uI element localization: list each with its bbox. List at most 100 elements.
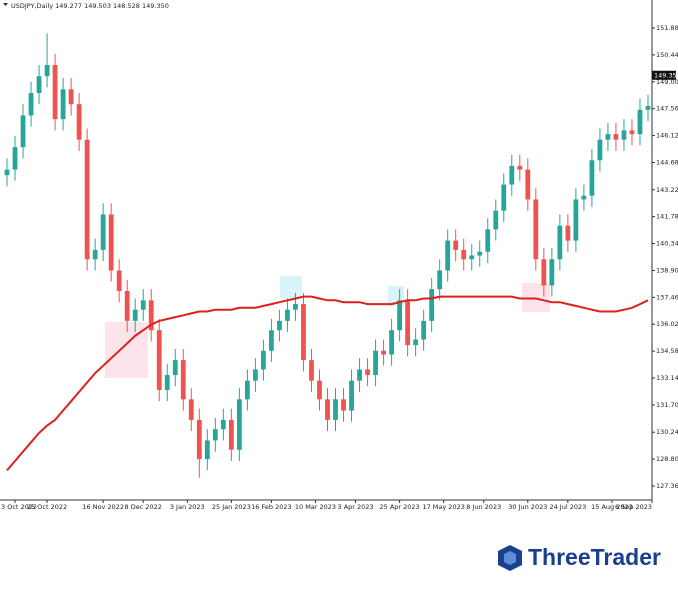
candle-body xyxy=(549,259,555,286)
candle-body xyxy=(349,380,354,411)
candle-body xyxy=(188,399,194,420)
candle-body xyxy=(36,76,42,94)
x-tick-label: 15 Aug 2023 xyxy=(591,503,633,511)
y-tick-label: 146.120 xyxy=(656,132,678,140)
x-tick-label: 24 Jul 2023 xyxy=(549,503,586,511)
candle-body xyxy=(76,104,82,140)
y-tick-label: 147.560 xyxy=(656,105,678,113)
candle-body xyxy=(365,369,370,376)
candle-body xyxy=(413,339,419,346)
candle-body xyxy=(140,300,146,310)
y-tick-label: 141.780 xyxy=(656,213,678,221)
candle-body xyxy=(132,309,138,321)
candle-body xyxy=(68,89,74,105)
candle-body xyxy=(212,429,218,441)
candle-body xyxy=(156,330,162,390)
logo-icon-inner xyxy=(504,551,516,565)
candle-body xyxy=(124,290,130,321)
candle-body xyxy=(637,109,643,135)
x-tick-label: 25 Jan 2023 xyxy=(212,503,251,511)
candle-body xyxy=(357,369,362,381)
candle-body xyxy=(381,350,386,355)
candle-body xyxy=(84,139,90,260)
candle-body xyxy=(100,214,106,250)
candle-body xyxy=(244,380,250,400)
brand-name: ThreeTrader xyxy=(528,544,661,570)
chart-title: USDJPY,Daily 149.277 149.503 148.528 149… xyxy=(11,2,169,10)
candle-body xyxy=(645,106,651,110)
y-tick-label: 134.580 xyxy=(656,347,678,355)
x-tick-label: 16 Feb 2023 xyxy=(251,503,291,511)
y-tick-label: 137.460 xyxy=(656,293,678,301)
candle-body xyxy=(573,199,579,241)
candle-body xyxy=(525,169,531,200)
y-tick-label: 138.900 xyxy=(656,266,678,274)
y-tick-label: 151.880 xyxy=(656,24,678,32)
candle-body xyxy=(461,249,467,260)
candle-body xyxy=(4,169,10,176)
candle-body xyxy=(421,320,427,340)
y-tick-label: 127.360 xyxy=(656,482,678,490)
candle-body xyxy=(20,115,26,148)
candle-body xyxy=(341,399,346,411)
y-tick-label: 150.440 xyxy=(656,51,678,59)
candle-body xyxy=(397,300,403,331)
x-tick-label: 3 Oct 2022 xyxy=(1,503,37,511)
candle-body xyxy=(277,320,282,331)
candle-body xyxy=(373,350,378,376)
candle-body xyxy=(541,259,547,286)
candle-body xyxy=(228,419,234,450)
x-tick-label: 17 May 2023 xyxy=(422,503,464,511)
x-tick-label: 10 Mar 2023 xyxy=(295,503,336,511)
x-tick-label: 6 Sep 2023 xyxy=(615,503,652,511)
candle-body xyxy=(453,240,459,250)
y-tick-label: 133.140 xyxy=(656,374,678,382)
candle-body xyxy=(333,399,338,420)
candle-body xyxy=(597,139,603,161)
last-price-box xyxy=(652,70,676,80)
candle-body xyxy=(389,330,395,355)
candle-body xyxy=(493,210,499,230)
candle-body xyxy=(509,165,515,185)
candle-body xyxy=(204,440,210,460)
candle-body xyxy=(621,130,627,140)
y-tick-label: 136.020 xyxy=(656,320,678,328)
candle-body xyxy=(260,350,266,370)
candle-body xyxy=(517,165,523,170)
candle-body xyxy=(485,229,491,252)
candle-body xyxy=(605,134,611,140)
candle-body xyxy=(172,360,178,376)
last-price-label: 149.350 xyxy=(654,71,678,79)
logo: ThreeTrader xyxy=(498,544,661,571)
candle-body xyxy=(469,255,475,260)
y-tick-label: 140.340 xyxy=(656,240,678,248)
candle-body xyxy=(293,304,298,310)
x-tick-label: 25 Oct 2022 xyxy=(27,503,67,511)
y-tick-label: 131.700 xyxy=(656,401,678,409)
x-tick-label: 8 Jun 2023 xyxy=(466,503,501,511)
x-tick-label: 3 Jan 2023 xyxy=(170,503,205,511)
candle-body xyxy=(12,147,18,170)
moving-average-line xyxy=(6,295,649,471)
candle-body xyxy=(317,380,322,400)
highlight-zone xyxy=(280,276,302,298)
candle-body xyxy=(437,270,443,290)
y-tick-label: 130.240 xyxy=(656,428,678,436)
candle-body xyxy=(236,399,242,450)
candle-body xyxy=(28,93,34,116)
candle-body xyxy=(557,225,563,260)
candle-body xyxy=(589,160,595,196)
candle-body xyxy=(477,251,483,256)
candle-body xyxy=(52,64,58,120)
candle-body xyxy=(285,309,290,321)
candle-body xyxy=(60,89,66,120)
candle-body xyxy=(581,195,587,200)
menu-arrow[interactable] xyxy=(3,3,8,6)
candle-body xyxy=(405,300,411,346)
candle-body xyxy=(445,240,451,271)
x-tick-label: 30 Jun 2023 xyxy=(508,503,547,511)
candle-body xyxy=(269,330,274,351)
candle-body xyxy=(325,399,330,420)
candle-body xyxy=(629,130,635,135)
